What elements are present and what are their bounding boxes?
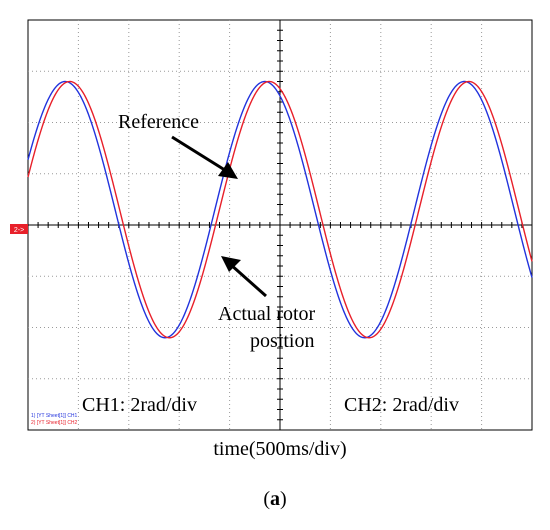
ch1-scale-label: CH1: 2rad/div <box>82 394 197 416</box>
legend-ch2: 2) [YT Sheet[1]] CH2 <box>31 420 78 426</box>
legend-ch1: 1) [YT Sheet[1]] CH1 <box>31 413 78 419</box>
reference-arrow <box>171 135 238 179</box>
trace-ch2 <box>27 80 533 339</box>
x-axis-label: time(500ms/div) <box>213 438 346 460</box>
center-ticks <box>27 19 533 431</box>
actual-arrow <box>221 256 267 298</box>
ch2-scale-label: CH2: 2rad/div <box>344 394 459 416</box>
figure-caption: (a) <box>263 488 287 510</box>
svg-text:2->: 2-> <box>14 227 24 234</box>
trace-ch1 <box>27 80 533 339</box>
actual-label-line1: Actual rotor <box>218 303 316 325</box>
oscilloscope-chart: 2-> Reference Actual rotor position CH1:… <box>10 19 533 460</box>
traces <box>27 80 533 339</box>
reference-label: Reference <box>118 111 199 133</box>
actual-label-line2: position <box>250 330 314 352</box>
channel-marker: 2-> <box>10 224 28 234</box>
